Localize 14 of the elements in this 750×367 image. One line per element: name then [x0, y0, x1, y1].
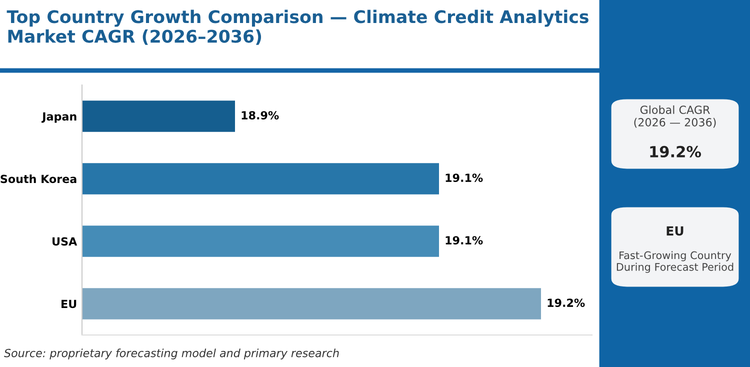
text: Global CAGR (2026 — 2036) [634, 105, 716, 128]
data-label: 19.1% [446, 236, 483, 244]
y-tick-label: South Korea [0, 174, 76, 184]
source-note: Source: proprietary forecasting model and primary research [4, 348, 339, 360]
text: 19.2% [650, 146, 702, 158]
text: EU [666, 226, 684, 236]
y-tick-label: Japan [42, 112, 76, 123]
data-label: 18.9% [242, 111, 279, 120]
chart-title: Top Country Growth Comparison — Climate Credit Analytics Market CAGR (2026–2036) [6, 10, 588, 45]
data-label: 19.1% [446, 174, 483, 182]
text: Fast-Growing Country During Forecast Period [616, 251, 734, 273]
y-tick-label: USA [52, 237, 78, 246]
data-label: 19.2% [548, 298, 585, 307]
y-tick-label: EU [62, 300, 76, 308]
